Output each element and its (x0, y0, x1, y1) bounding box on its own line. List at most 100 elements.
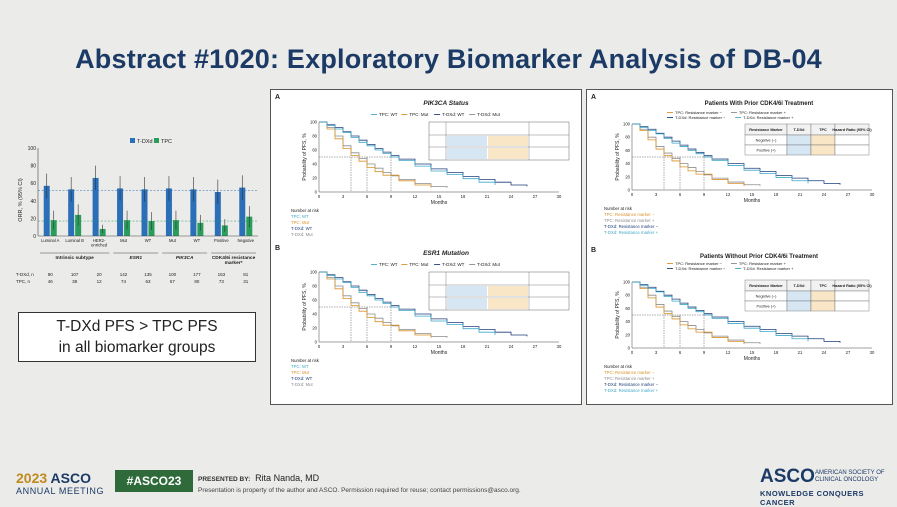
table-head-text: T-DXd (794, 284, 806, 288)
x-tick-label: 30 (870, 350, 875, 355)
y-tick-label: 20 (30, 216, 36, 222)
hashtag-badge: #ASCO23 (115, 470, 193, 492)
x-axis-label: Months (744, 356, 761, 362)
n-value-tpc: 80 (194, 279, 200, 284)
y-ticks: 100 80 60 40 20 0 (28, 146, 258, 240)
risk-title: Number at risk (604, 206, 633, 211)
y-tick-label: 0 (315, 340, 318, 345)
km-curve (319, 271, 448, 338)
risk-row-label: T-DXd: WT (291, 226, 313, 231)
table-head-text: Hazard Ratio (95% CI) (832, 284, 872, 288)
x-tick-label: 6 (679, 350, 682, 355)
y-tick-label: 20 (312, 176, 317, 181)
x-tick-label: 9 (390, 344, 393, 349)
n-value-tdxd: 107 (71, 272, 79, 277)
x-tick-label: 24 (509, 344, 514, 349)
legend-item: TPC: Mut (409, 262, 429, 267)
km-curve (632, 123, 761, 187)
legend-item: T-DXd: Resistance marker − (675, 266, 726, 271)
x-category-label: Mut (120, 238, 128, 243)
legend-item: T-DXd: WT (442, 262, 465, 267)
table-cell (810, 134, 836, 146)
n-value-tdxd: 90 (48, 272, 54, 277)
risk-row-label: T-DXd: Resistance marker − (604, 224, 659, 229)
asco-tagline: KNOWLEDGE CONQUERS CANCER (760, 489, 865, 507)
x-tick-label: 15 (750, 350, 755, 355)
table-cell (834, 134, 870, 146)
x-tick-label: 12 (413, 344, 418, 349)
table-head-text: Hazard Ratio (95% CI) (832, 128, 872, 132)
risk-row-label: TPC: Resistance marker − (604, 370, 655, 375)
panel-a-title: PIK3CA Status (423, 100, 469, 107)
group-label: PIK3CA (176, 255, 194, 261)
n-value-tpc: 46 (48, 279, 54, 284)
table-cell (786, 144, 812, 156)
x-tick-label: 27 (846, 192, 851, 197)
x-tick-label: 9 (703, 350, 706, 355)
bar-tdxd (239, 187, 246, 236)
callout-box: T-DXd PFS > TPC PFS in all biomarker gro… (18, 312, 256, 362)
y-tick-label: 20 (625, 174, 630, 179)
asco-logo-subtitle: AMERICAN SOCIETY OF CLINICAL ONCOLOGY (815, 470, 885, 483)
table-head-text: Resistance Marker (749, 128, 783, 132)
legend-item: TPC: Mut (409, 112, 429, 117)
x-tick-label: 6 (679, 192, 682, 197)
y-tick-label: 80 (312, 134, 317, 139)
risk-row-label: TPC: WT (291, 364, 309, 369)
x-tick-label: 30 (557, 344, 562, 349)
panel-b-label: B (275, 245, 280, 252)
x-tick-label: 15 (750, 192, 755, 197)
x-tick-label: 3 (655, 350, 658, 355)
km-curve (632, 281, 809, 342)
x-tick-label: 15 (437, 344, 442, 349)
panel-b-title: ESR1 Mutation (423, 250, 469, 257)
legend-item: TPC: Resistance marker − (675, 261, 723, 266)
x-category-label: Negative (238, 238, 255, 243)
panel-b-label: B (591, 247, 596, 254)
panel-a-label: A (591, 94, 596, 101)
risk-row-label: TPC: Mut (291, 220, 310, 225)
hr-table-a (428, 121, 570, 161)
x-axis-label: Months (431, 200, 448, 206)
y-tick-label: 100 (310, 270, 318, 275)
km-curve (319, 121, 432, 188)
panel-cdk46i: A Patients With Prior CDK4/6i Treatment … (586, 89, 893, 405)
presented-label: PRESENTED BY: (198, 476, 251, 483)
x-tick-label: 6 (366, 344, 369, 349)
legend-item: T-DXd: Resistance marker + (743, 266, 794, 271)
bar-tdxd (190, 189, 197, 236)
x-tick-label: 12 (413, 194, 418, 199)
x-tick-label: 0 (631, 192, 634, 197)
n-value-tdxd: 177 (193, 272, 201, 277)
legend-item: T-DXd: WT (442, 112, 465, 117)
table-cell (810, 290, 836, 302)
km-curve (319, 121, 496, 185)
y-tick-label: 40 (30, 199, 36, 205)
panel-pik3ca-esr1: A PIK3CA Status TPC: WT TPC: Mut T-DXd: WT… (270, 89, 582, 405)
x-categories: Luminal A Luminal B HER2-enriched Mut WT Mut W… (41, 238, 255, 248)
y-tick-label: 100 (310, 120, 318, 125)
x-tick-label: 27 (533, 194, 538, 199)
legend-item: T-DXd: Mut (477, 262, 501, 267)
x-tick-label: 27 (846, 350, 851, 355)
y-tick-label: 40 (312, 162, 317, 167)
risk-row-label: TPC: Resistance marker + (604, 218, 655, 223)
group-label: ESR1 (130, 255, 143, 261)
risk-row-label: T-DXd: Mut (291, 232, 314, 237)
x-category-label: Mut (169, 238, 177, 243)
table-cell (786, 300, 812, 312)
meeting-name: ANNUAL MEETING (16, 486, 105, 496)
n-value-tpc: 12 (97, 279, 103, 284)
y-tick-label: 80 (625, 135, 630, 140)
bar-tdxd (141, 189, 148, 236)
y-tick-label: 40 (625, 161, 630, 166)
table-head-text: TPC (819, 128, 827, 132)
bar-tdxd (117, 188, 124, 236)
panel-b-legend: TPC: WT TPC: Mut T-DXd: WT T-DXd: Mut (371, 262, 501, 267)
bar-tdxd (43, 185, 50, 236)
y-tick-label: 0 (628, 346, 631, 351)
x-tick-label: 0 (631, 350, 634, 355)
table-head-text: TPC (819, 284, 827, 288)
meeting-logo: 2023 ASCO (16, 470, 91, 486)
km-curve (319, 271, 432, 338)
